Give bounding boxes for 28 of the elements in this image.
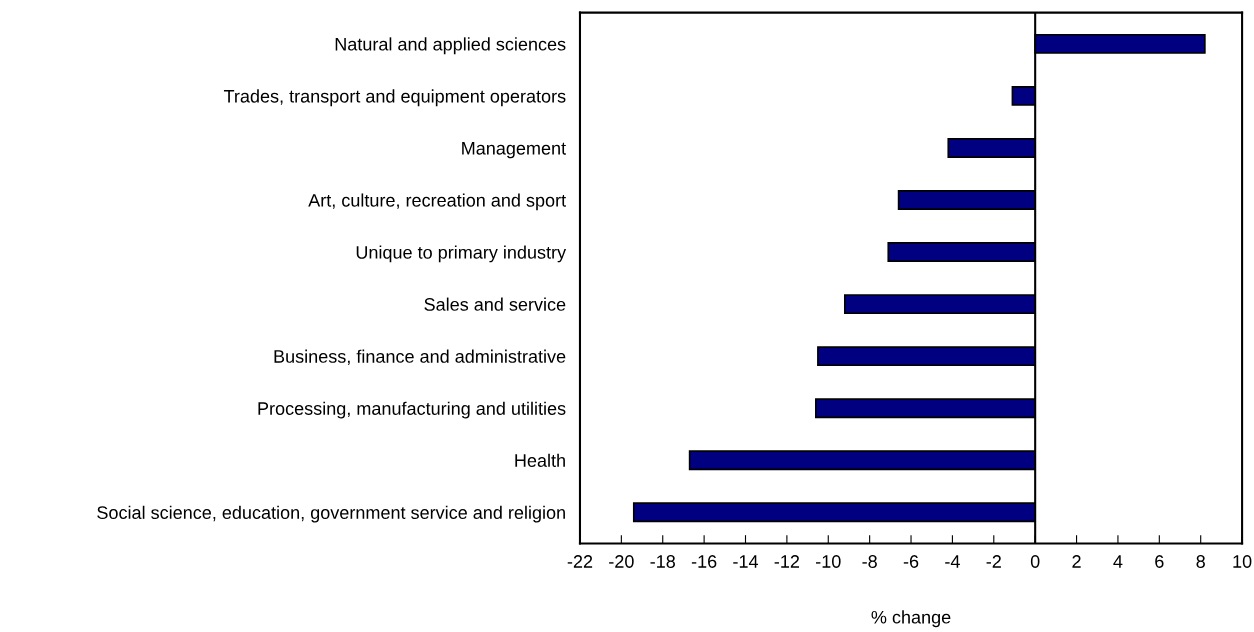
y-tick-label: Social science, education, government service and religion	[97, 505, 565, 523]
x-tick-label: 10	[1233, 555, 1252, 568]
y-tick-label: Natural and applied sciences	[335, 37, 566, 55]
x-tick-label: -12	[774, 555, 800, 568]
x-tick-label: 6	[1155, 555, 1164, 568]
x-axis-title: % change	[871, 610, 951, 628]
x-tick-label: -22	[567, 555, 593, 568]
y-tick-label: Trades, transport and equipment operators	[223, 89, 566, 107]
y-tick-label: Business, finance and administrative	[274, 349, 566, 365]
x-tick-label: -6	[903, 555, 919, 568]
x-tick-label: -18	[650, 555, 675, 568]
x-tick-label: -4	[945, 555, 960, 568]
y-tick-label: Processing, manufacturing and utilities	[258, 401, 566, 419]
x-tick-label: 8	[1196, 555, 1205, 568]
x-tick-label: -10	[816, 555, 841, 568]
y-tick-label: Unique to primary industry	[356, 245, 567, 263]
x-tick-label: -16	[691, 555, 717, 568]
x-tick-label: -8	[862, 555, 877, 568]
x-tick-label: -20	[609, 555, 634, 568]
y-tick-label: Management	[462, 142, 566, 159]
x-tick-label: 2	[1072, 555, 1081, 568]
x-tick-label: 4	[1113, 555, 1123, 568]
y-tick-label: Sales and service	[424, 297, 566, 311]
x-tick-label: -14	[733, 555, 759, 568]
y-tick-label: Health	[515, 453, 565, 467]
y-tick-label: Art, culture, recreation and sport	[308, 193, 566, 211]
x-tick-label: 0	[1030, 555, 1040, 568]
x-tick-label: -2	[986, 555, 1001, 568]
